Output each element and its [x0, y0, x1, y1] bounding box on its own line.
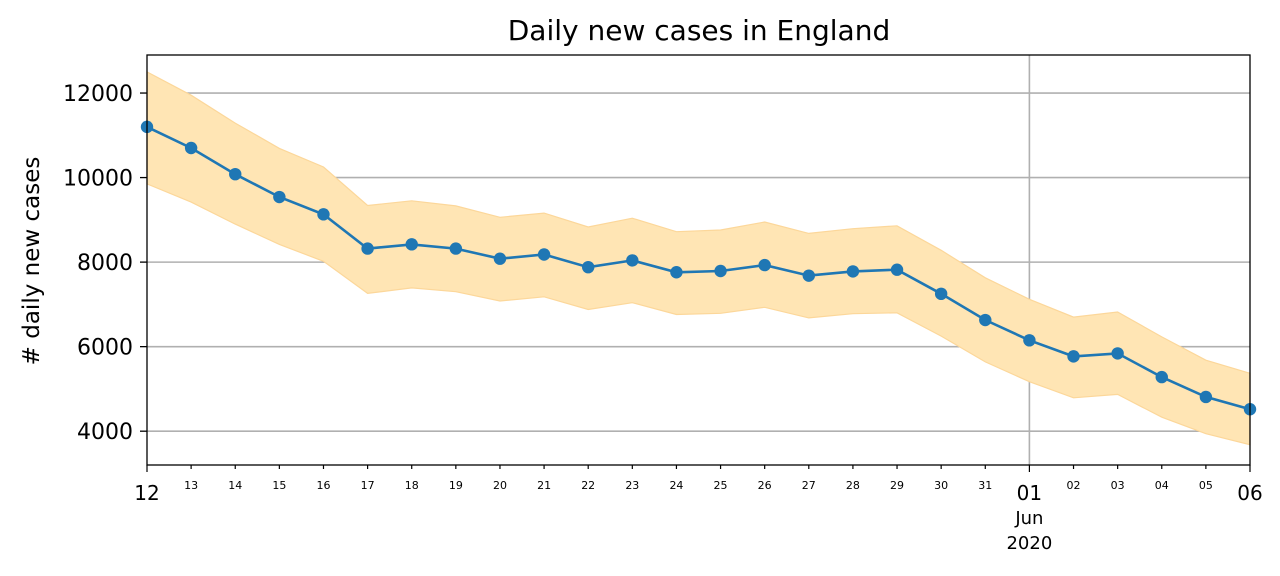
data-points — [140, 120, 1257, 416]
data-point — [317, 208, 330, 221]
x-tick-label: 03 — [1111, 479, 1125, 492]
data-point — [184, 141, 198, 155]
data-point — [493, 252, 507, 265]
x-tick-label: 30 — [934, 479, 948, 492]
data-point — [670, 266, 683, 279]
series-line — [146, 125, 1251, 411]
x-tick-label: 01 — [1017, 481, 1042, 505]
plot-frame — [146, 54, 1251, 466]
x-tick-label: 24 — [669, 479, 683, 492]
data-point — [626, 254, 639, 267]
x-tick-label: 02 — [1067, 479, 1081, 492]
data-point — [846, 265, 860, 278]
series-line-layer — [146, 125, 1251, 411]
x-year-label: 2020 — [1006, 533, 1052, 554]
confidence-band — [146, 70, 1251, 446]
data-point — [714, 264, 727, 278]
x-tick-label: 28 — [846, 479, 860, 492]
y-axis-ticks: 4000 6000 8000 10000 12000 — [63, 82, 147, 445]
x-axis-ticks: 12 13 14 15 16 17 18 19 20 21 22 23 24 25 26 27 28 29 30 31… — [134, 465, 1263, 554]
x-tick-label: 05 — [1199, 479, 1213, 492]
x-tick-label: 27 — [802, 479, 816, 492]
x-tick-label: 29 — [890, 479, 904, 492]
x-tick-label: 23 — [625, 479, 639, 492]
x-tick-label: 31 — [978, 479, 992, 492]
data-point — [273, 190, 286, 204]
data-point — [1111, 347, 1124, 360]
y-tick-label: 6000 — [77, 336, 133, 361]
x-tick-label: 21 — [537, 479, 551, 492]
y-tick-label: 4000 — [77, 420, 133, 445]
x-tick-label: 16 — [316, 479, 330, 492]
y-tick-label: 10000 — [63, 167, 133, 192]
x-month-label: Jun — [1014, 508, 1043, 529]
x-tick-label: 17 — [361, 479, 375, 492]
y-tick-label: 8000 — [77, 251, 133, 276]
x-tick-label: 13 — [184, 479, 198, 492]
data-point — [934, 287, 948, 301]
data-point — [405, 238, 418, 251]
chart-title: Daily new cases in England — [508, 14, 890, 47]
x-tick-label: 18 — [405, 479, 419, 492]
data-point — [1199, 390, 1213, 404]
x-tick-label: 06 — [1237, 481, 1262, 505]
data-point — [979, 313, 992, 327]
data-point — [449, 242, 463, 255]
y-axis-label: # daily new cases — [19, 157, 45, 366]
data-point — [582, 260, 595, 274]
x-tick-label: 15 — [272, 479, 286, 492]
x-tick-label: 04 — [1155, 479, 1169, 492]
data-point — [1155, 370, 1168, 384]
data-point — [361, 242, 374, 255]
data-point — [890, 263, 904, 276]
x-tick-label: 26 — [758, 479, 772, 492]
x-tick-label: 25 — [714, 479, 728, 492]
x-tick-label: 12 — [134, 481, 159, 505]
data-point — [229, 167, 242, 181]
x-tick-label: 22 — [581, 479, 595, 492]
confidence-band-area — [146, 70, 1251, 446]
x-tick-label: 20 — [493, 479, 507, 492]
data-point — [1067, 350, 1080, 363]
x-tick-label: 14 — [228, 479, 242, 492]
y-tick-label: 12000 — [63, 82, 133, 107]
x-tick-label: 19 — [449, 479, 463, 492]
data-point — [537, 248, 551, 261]
data-point — [802, 269, 815, 282]
data-point — [1023, 334, 1036, 347]
data-point — [758, 258, 771, 272]
